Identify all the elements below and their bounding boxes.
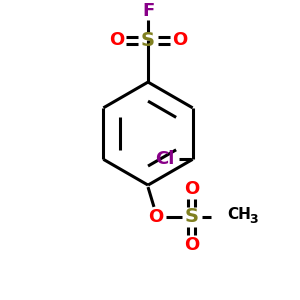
Text: S: S xyxy=(141,31,155,50)
Text: Cl: Cl xyxy=(155,150,175,168)
Text: F: F xyxy=(142,2,154,20)
Text: CH: CH xyxy=(227,207,251,222)
Text: 3: 3 xyxy=(249,213,258,226)
Text: O: O xyxy=(184,180,199,198)
Text: O: O xyxy=(184,236,199,253)
Text: S: S xyxy=(184,207,199,226)
Text: O: O xyxy=(172,32,187,50)
Text: O: O xyxy=(109,32,124,50)
Text: O: O xyxy=(148,208,164,226)
